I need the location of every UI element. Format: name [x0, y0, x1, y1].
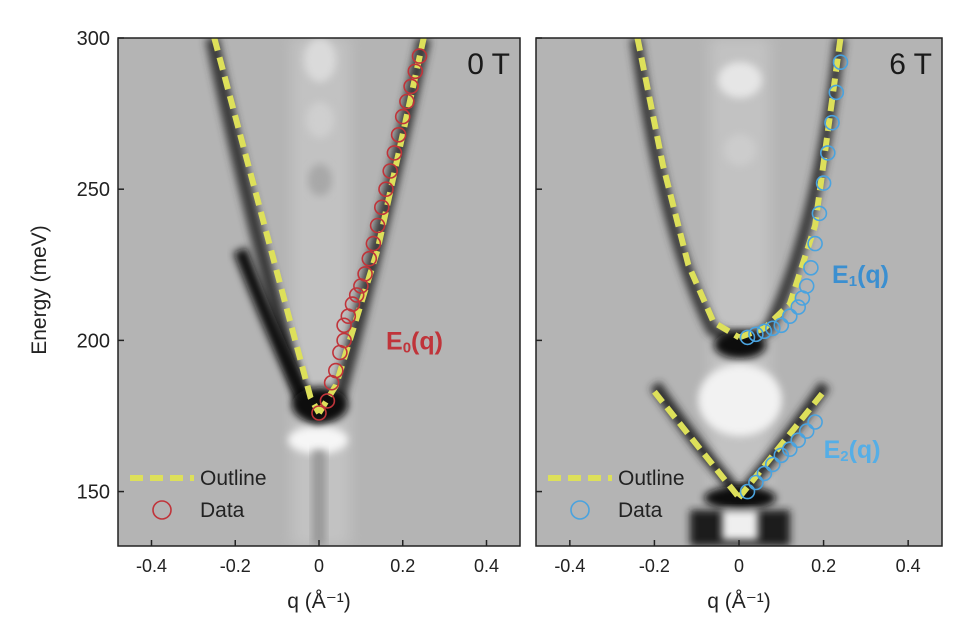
- data-point: [319, 393, 336, 409]
- data-point: [369, 217, 386, 234]
- y-tick-label: 300: [77, 28, 110, 50]
- data-point: [348, 287, 365, 303]
- legend-data-swatch: [570, 500, 590, 520]
- x-tick-label: 0.4: [896, 556, 921, 576]
- x-tick-label: 0: [314, 556, 324, 576]
- panel-0T-background: [118, 38, 520, 546]
- data-point: [336, 317, 352, 334]
- data-point: [403, 78, 419, 95]
- data-point: [336, 332, 352, 349]
- legend-outline-label: Outline: [618, 467, 685, 490]
- outline-segment: [652, 389, 742, 500]
- data-point: [811, 205, 828, 222]
- data-point: [798, 423, 815, 439]
- x-tick-label: -0.2: [220, 556, 251, 576]
- panel-0T-label: 0 T: [467, 48, 510, 81]
- energy-branch-label: E2(q): [824, 436, 881, 465]
- x-axis-title: q (Å⁻¹): [707, 590, 771, 613]
- outline-segment: [736, 389, 826, 500]
- data-point: [373, 199, 390, 216]
- data-point: [311, 405, 327, 421]
- data-point: [773, 317, 790, 334]
- data-point: [739, 483, 756, 500]
- data-point: [807, 235, 823, 252]
- data-point: [390, 127, 407, 143]
- data-point: [378, 181, 394, 197]
- data-point: [382, 163, 399, 179]
- x-tick-label: 0.2: [390, 556, 415, 576]
- data-point: [399, 93, 415, 110]
- y-tick-label: 200: [77, 330, 110, 352]
- data-point: [798, 278, 815, 294]
- legend-data-label: Data: [200, 499, 245, 522]
- x-tick-label: -0.4: [554, 556, 585, 576]
- energy-branch-label: E1(q): [832, 261, 889, 290]
- data-point: [756, 465, 773, 482]
- x-tick-label: -0.2: [639, 556, 670, 576]
- legend-data-label: Data: [618, 499, 663, 522]
- data-point: [828, 84, 845, 101]
- legend-outline-label: Outline: [200, 467, 267, 490]
- data-point: [394, 108, 411, 125]
- data-point: [739, 329, 756, 346]
- panel-6T-data-series: [739, 54, 849, 500]
- data-point: [344, 296, 361, 312]
- y-tick-label: 150: [77, 482, 110, 504]
- x-tick-label: 0.2: [811, 556, 836, 576]
- panel-6T-outline-series: [634, 37, 844, 500]
- data-point: [815, 175, 832, 191]
- data-point: [764, 320, 781, 337]
- x-tick-label: 0.4: [474, 556, 499, 576]
- data-point: [407, 63, 424, 80]
- data-point: [790, 432, 807, 449]
- outline-segment: [316, 37, 427, 415]
- legend-data-swatch: [152, 500, 172, 520]
- data-point: [748, 326, 764, 343]
- data-point: [832, 54, 849, 71]
- outline-segment: [634, 37, 741, 340]
- data-point: [327, 362, 344, 379]
- data-point: [386, 145, 403, 161]
- data-point: [357, 266, 373, 282]
- data-point: [411, 48, 428, 64]
- y-axis-title: Energy (meV): [28, 225, 51, 355]
- energy-branch-label: E0(q): [386, 327, 443, 356]
- panel-6T-background: [536, 38, 942, 546]
- panel-0T-data-series: [311, 48, 428, 421]
- data-point: [365, 235, 382, 252]
- x-tick-label: -0.4: [136, 556, 167, 576]
- y-tick-label: 250: [77, 179, 110, 201]
- data-point: [790, 299, 807, 315]
- panel-6T: -0.4 -0.2 0 0.2 0.4 q (Å⁻¹) 6 T E1(q) E2(q) Ou…: [535, 37, 943, 613]
- panel-0T-outline-series: [211, 37, 427, 415]
- x-axis-title: q (Å⁻¹): [287, 590, 351, 613]
- data-point: [807, 414, 823, 430]
- panel-0T: -0.4 -0.2 0 0.2 0.4 150 200 250 300 q (Å⁻¹) 0 T E…: [77, 28, 521, 613]
- x-tick-label: 0: [734, 556, 744, 576]
- data-point: [781, 441, 798, 458]
- data-point: [803, 259, 819, 276]
- outline-segment: [211, 37, 322, 415]
- data-point: [781, 308, 798, 325]
- data-point: [361, 250, 378, 267]
- data-point: [764, 456, 781, 473]
- data-point: [819, 145, 836, 161]
- data-point: [756, 323, 773, 340]
- data-point: [748, 474, 764, 491]
- panel-6T-label: 6 T: [889, 48, 932, 81]
- outline-segment: [737, 37, 844, 341]
- data-point: [824, 114, 840, 131]
